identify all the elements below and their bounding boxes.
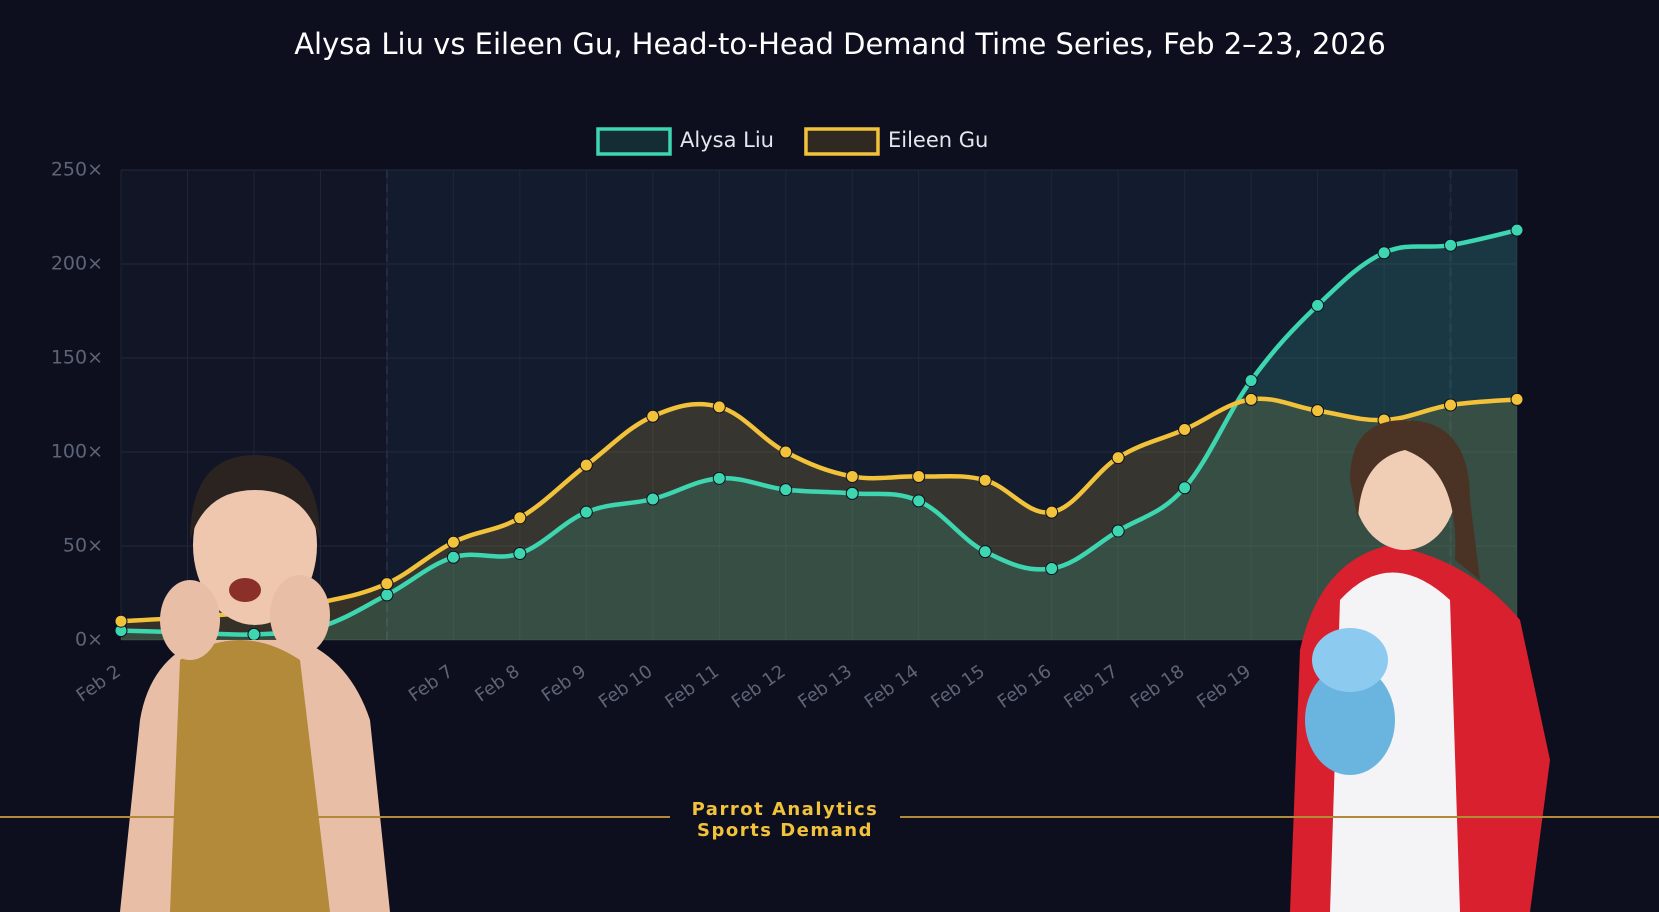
point: [1111, 451, 1125, 465]
line: [120, 396, 1518, 624]
footer-text: Sports Demand: [697, 820, 873, 841]
point: [845, 469, 859, 483]
y-tick-label: 100×: [51, 441, 103, 463]
point: [1444, 398, 1458, 412]
point: [446, 550, 460, 564]
area: [121, 398, 1517, 640]
point: [579, 458, 593, 472]
plot-area: 0×50×100×150×200×250×Feb 2 Feb 7 Feb 8 Feb …: [51, 159, 1524, 713]
y-tick-label: 250×: [51, 159, 103, 181]
point: [646, 409, 660, 423]
point: [380, 588, 394, 602]
point: [513, 547, 527, 561]
point: [1444, 238, 1458, 252]
point: [114, 614, 128, 628]
point: [579, 505, 593, 519]
legend-swatch: [804, 127, 880, 156]
point: [1178, 422, 1192, 436]
point: [1244, 374, 1258, 388]
point: [978, 545, 992, 559]
legend-label: Eileen Gu: [888, 128, 988, 152]
point: [779, 445, 793, 459]
point: [712, 471, 726, 485]
point: [912, 494, 926, 508]
point: [446, 535, 460, 549]
point: [779, 483, 793, 497]
point: [1178, 481, 1192, 495]
photo-left: [120, 455, 390, 912]
point: [646, 492, 660, 506]
y-tick-label: 150×: [51, 347, 103, 369]
point: [1377, 246, 1391, 260]
point: [380, 577, 394, 591]
legend: Alysa Liu Eileen Gu: [596, 127, 988, 156]
legend-label: Alysa Liu: [680, 128, 774, 152]
line: [120, 227, 1518, 637]
point: [1111, 524, 1125, 538]
y-tick-label: 50×: [63, 535, 103, 557]
point: [912, 469, 926, 483]
point: [1510, 392, 1524, 406]
area: [121, 230, 1517, 640]
chart-title: Alysa Liu vs Eileen Gu, Head-to-Head Dem…: [294, 27, 1386, 61]
point: [513, 511, 527, 525]
point: [1244, 392, 1258, 406]
footer-text: Parrot Analytics: [692, 799, 879, 820]
point: [247, 627, 261, 641]
point: [845, 486, 859, 500]
point: [1510, 223, 1524, 237]
point: [712, 400, 726, 414]
point: [1045, 505, 1059, 519]
legend-swatch: [596, 127, 672, 156]
point: [1311, 404, 1325, 418]
y-tick-label: 200×: [51, 253, 103, 275]
photo-right: [1290, 420, 1550, 912]
point: [1311, 298, 1325, 312]
point: [978, 473, 992, 487]
point: [1045, 562, 1059, 576]
y-tick-label: 0×: [75, 629, 103, 651]
highlight-window: [386, 170, 1517, 640]
